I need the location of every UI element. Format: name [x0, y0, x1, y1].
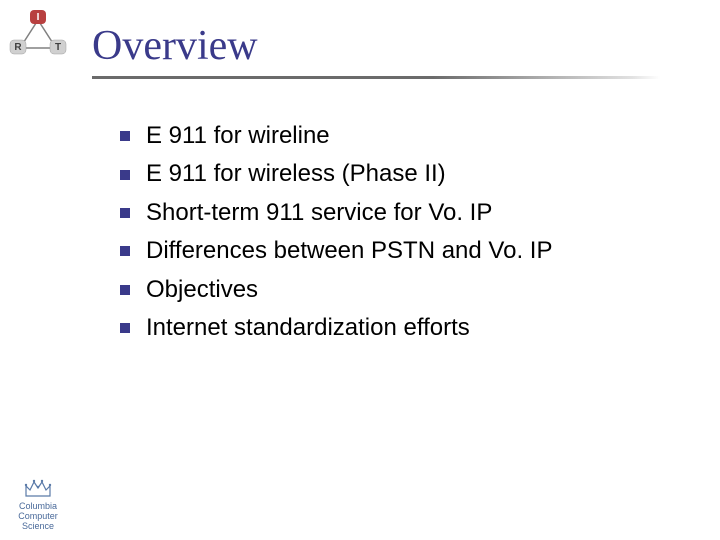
bullet-marker-icon	[120, 285, 130, 295]
list-item: Short-term 911 service for Vo. IP	[120, 197, 680, 229]
bullet-text: Differences between PSTN and Vo. IP	[146, 235, 552, 267]
bullet-text: Internet standardization efforts	[146, 312, 470, 344]
list-item: E 911 for wireless (Phase II)	[120, 158, 680, 190]
bullet-marker-icon	[120, 246, 130, 256]
irt-node-t-label: T	[55, 42, 61, 53]
list-item: Internet standardization efforts	[120, 312, 680, 344]
irt-node-r-label: R	[14, 42, 22, 53]
bullet-text: Objectives	[146, 274, 258, 306]
slide-title: Overview	[92, 22, 660, 74]
irt-node-i-label: I	[37, 12, 40, 23]
title-area: Overview	[92, 22, 660, 79]
list-item: E 911 for wireline	[120, 120, 680, 152]
title-underline	[92, 76, 660, 79]
bullet-marker-icon	[120, 323, 130, 333]
list-item: Objectives	[120, 274, 680, 306]
crown-icon	[24, 476, 52, 500]
bullet-marker-icon	[120, 170, 130, 180]
slide: I R T Overview E 911 for wireline E 911 …	[0, 0, 720, 540]
columbia-logo: Columbia Computer Science	[6, 476, 70, 532]
bullet-marker-icon	[120, 208, 130, 218]
footer-line3: Science	[6, 522, 70, 532]
bullet-text: Short-term 911 service for Vo. IP	[146, 197, 492, 229]
bullet-text: E 911 for wireline	[146, 120, 330, 152]
list-item: Differences between PSTN and Vo. IP	[120, 235, 680, 267]
bullet-marker-icon	[120, 131, 130, 141]
bullet-text: E 911 for wireless (Phase II)	[146, 158, 446, 190]
bullet-list: E 911 for wireline E 911 for wireless (P…	[120, 120, 680, 350]
irt-logo: I R T	[6, 6, 70, 64]
